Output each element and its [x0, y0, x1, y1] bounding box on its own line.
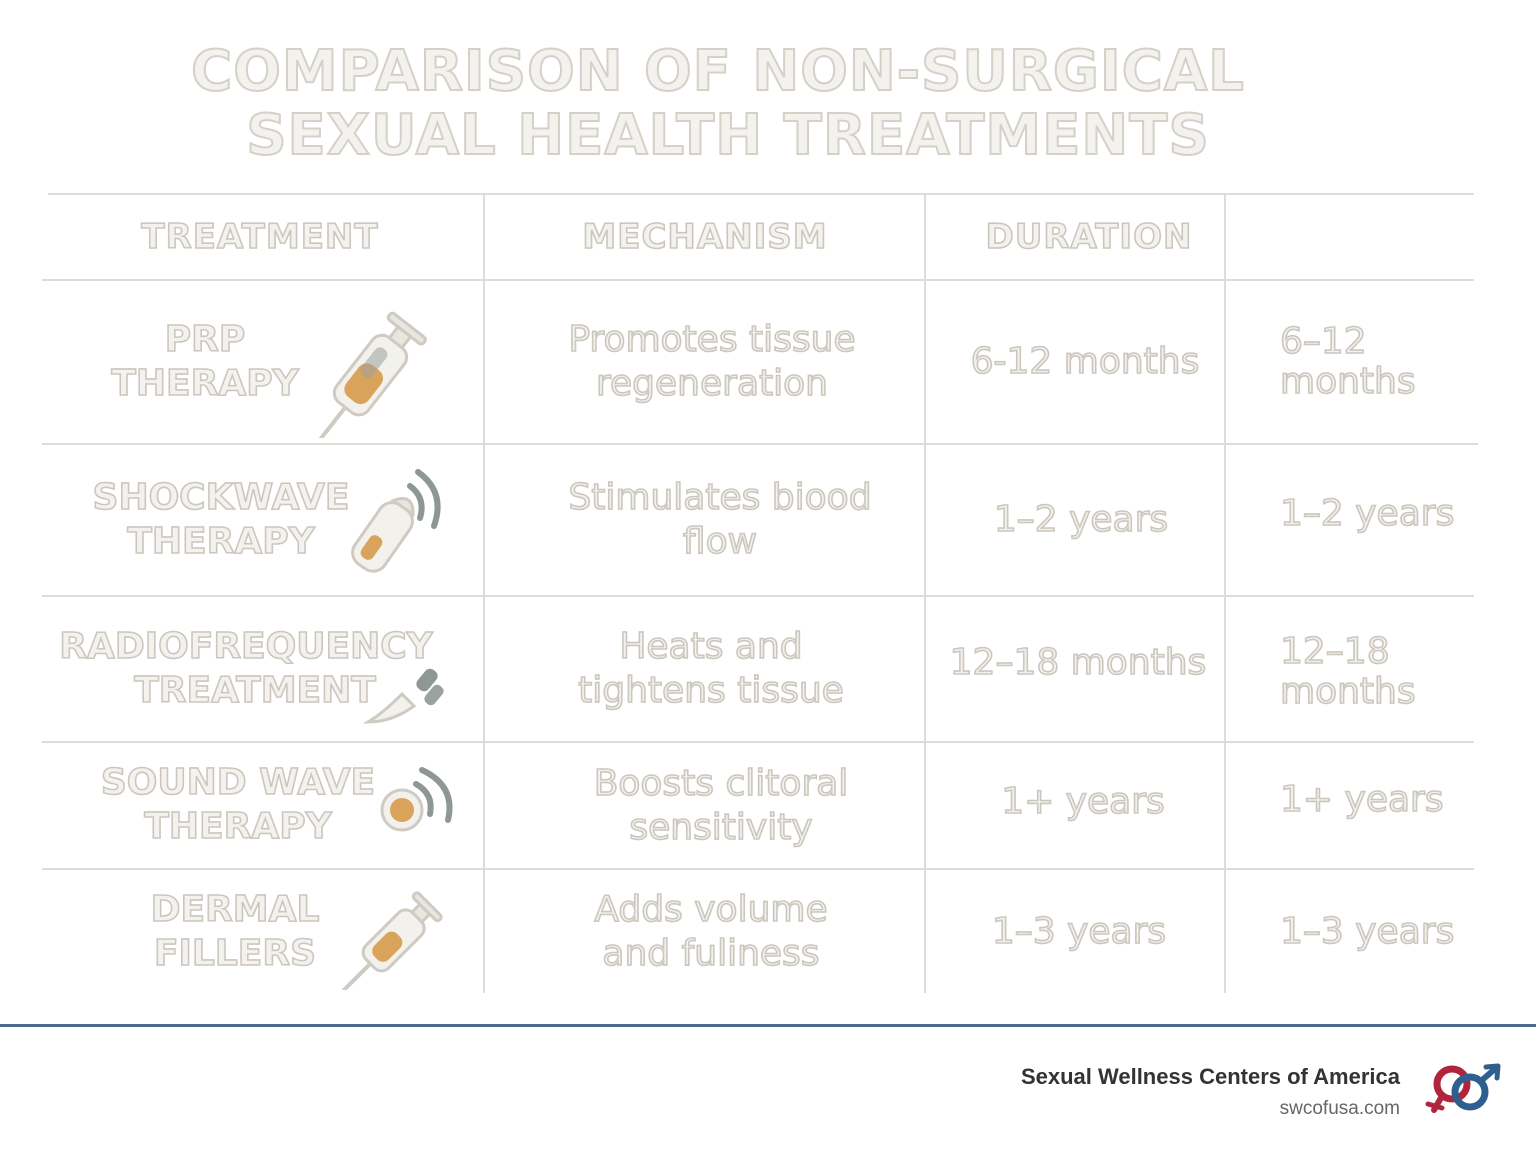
- duration-alt-value: 12–18 months: [1279, 631, 1470, 722]
- duration-value: 6-12 months: [970, 341, 1200, 383]
- infographic-title: COMPARISON OF NON-SURGICAL SEXUAL HEALTH…: [0, 39, 1436, 169]
- duration-value: 1–3 years: [991, 911, 1167, 953]
- mechanism-line: Boosts clitoral: [593, 762, 849, 805]
- mechanism-line: Adds volume: [594, 888, 829, 931]
- duration-alt-line: 1–2 years: [1279, 493, 1455, 535]
- duration-alt-line: months: [1279, 361, 1416, 403]
- treatment-name: SHOCKWAVE THERAPY: [76, 446, 366, 594]
- website-link[interactable]: swcofusa.com: [1279, 1098, 1400, 1119]
- header-blank: [1228, 196, 1474, 278]
- treatment-name-line: RADIOFREQUENCY: [58, 625, 433, 668]
- mechanism-line: Heats and: [619, 625, 804, 668]
- duration-value: 12–18 months: [949, 642, 1207, 684]
- treatment-name-line: TREATMENT: [133, 669, 376, 712]
- treatment-name: SOUND WAVE THERAPY: [90, 744, 386, 866]
- table-column-rule: [924, 193, 926, 993]
- treatment-name: DERMAL FILLERS: [120, 871, 350, 993]
- title-line-2: SEXUAL HEALTH TREATMENTS: [245, 103, 1210, 169]
- syringe-icon: [306, 298, 446, 442]
- table-rule: [42, 868, 1474, 870]
- organization-name: Sexual Wellness Centers of America: [1020, 1064, 1400, 1089]
- table-rule: [42, 443, 1478, 445]
- mechanism-line: tightens tissue: [577, 669, 844, 712]
- treatment-name: RADIOFREQUENCY TREATMENT: [56, 598, 436, 740]
- mechanism-line: Stimulates biood: [568, 476, 873, 519]
- treatment-name-line: DERMAL: [150, 888, 320, 931]
- mechanism-line: Promotes tissue: [568, 318, 857, 361]
- footer-divider: [0, 1024, 1536, 1027]
- mechanism-line: flow: [682, 520, 758, 563]
- mechanism-text: Heats and tightens tissue: [486, 598, 936, 740]
- duration-alt-line: 12–18: [1279, 631, 1390, 673]
- mechanism-line: sensitivity: [629, 806, 814, 849]
- title-line-1: COMPARISON OF NON-SURGICAL: [190, 39, 1245, 105]
- treatment-name-line: FILLERS: [153, 932, 317, 975]
- duration-alt-line: 1–3 years: [1279, 911, 1455, 953]
- duration-alt-line: 6–12: [1279, 321, 1367, 363]
- gender-symbols-logo: [1424, 1062, 1508, 1120]
- treatment-name-line: THERAPY: [111, 362, 300, 405]
- table-rule: [48, 193, 1474, 195]
- header-mechanism: MECHANISM: [582, 216, 828, 258]
- mechanism-text: Promotes tissue regeneration: [486, 282, 938, 442]
- treatment-name: PRP THERAPY: [70, 282, 340, 442]
- mechanism-text: Stimulates biood flow: [490, 446, 950, 594]
- duration-alt-line: months: [1279, 671, 1416, 713]
- duration-value: 1+ years: [1000, 781, 1165, 823]
- treatment-name-line: THERAPY: [127, 520, 316, 563]
- header-duration: DURATION: [985, 216, 1193, 258]
- mechanism-line: and fuliness: [602, 932, 821, 975]
- table-rule: [42, 741, 1474, 743]
- table-column-rule: [483, 193, 485, 993]
- table-column-rule: [1224, 193, 1226, 993]
- radiofrequency-probe-icon: [362, 656, 452, 734]
- duration-alt-value: 1–3 years: [1279, 911, 1470, 956]
- filler-syringe-icon: [340, 878, 460, 994]
- duration-alt-value: 1+ years: [1279, 779, 1470, 824]
- duration-alt-value: 6–12 months: [1279, 321, 1470, 422]
- duration-alt-line: 1+ years: [1279, 779, 1444, 821]
- mechanism-line: regeneration: [595, 362, 829, 405]
- sound-wave-device-icon: [376, 764, 460, 848]
- duration-value: 1–2 years: [993, 499, 1169, 541]
- treatment-name-line: THERAPY: [144, 805, 333, 848]
- treatment-name-line: SOUND WAVE: [100, 761, 376, 804]
- treatment-name-line: SHOCKWAVE: [92, 476, 351, 519]
- table-rule: [42, 279, 1474, 281]
- treatment-name-line: PRP: [164, 318, 246, 361]
- mechanism-text: Adds volume and fuliness: [486, 871, 936, 993]
- duration-alt-value: 1–2 years: [1279, 493, 1470, 544]
- shockwave-device-icon: [336, 462, 456, 586]
- table-rule: [42, 595, 1474, 597]
- header-treatment: TREATMENT: [141, 216, 379, 258]
- mechanism-text: Boosts clitoral sensitivity: [496, 744, 946, 868]
